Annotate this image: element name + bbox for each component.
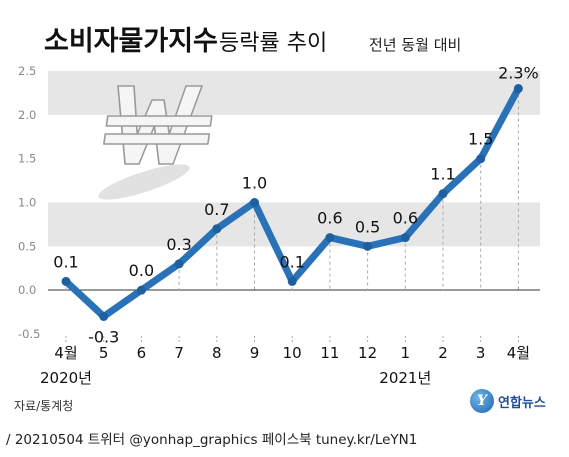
data-point: [400, 233, 410, 243]
value-label: 0.6: [317, 209, 342, 228]
y-tick-label: 1.0: [18, 196, 36, 210]
value-label: 0.3: [166, 235, 191, 254]
x-tick-label: 7: [174, 344, 184, 362]
value-label: 1.5: [468, 130, 493, 149]
x-tick-label: 11: [320, 344, 339, 362]
value-label: 0.6: [393, 209, 418, 228]
value-label: 2.3%: [498, 64, 539, 83]
data-point: [61, 276, 71, 286]
y-tick-label: 0.5: [18, 239, 36, 253]
chart-title: 소비자물가지수: [44, 26, 218, 57]
value-label: -0.3: [88, 327, 119, 346]
value-label: 0.0: [129, 261, 154, 280]
chart-subtitle: 전년 동월 대비: [369, 36, 461, 54]
data-point: [287, 276, 297, 286]
x-tick-label: 1: [401, 344, 411, 362]
y-tick-label: 2.0: [18, 108, 36, 122]
yonhap-logo-icon: Y: [470, 389, 494, 413]
value-label: 0.1: [279, 252, 304, 271]
data-point: [174, 259, 184, 269]
data-point: [476, 154, 486, 164]
data-point: [325, 233, 335, 243]
x-tick-label: 9: [250, 344, 260, 362]
value-label: 1.1: [430, 165, 455, 184]
value-label: 1.0: [242, 174, 267, 193]
data-point: [136, 285, 146, 295]
year-label: 2021년: [379, 369, 431, 387]
data-point: [250, 198, 259, 207]
y-tick-label: -0.5: [18, 327, 40, 341]
x-tick-label: 3: [476, 344, 486, 362]
value-label: 0.1: [53, 252, 78, 271]
data-point: [99, 311, 109, 321]
source-text: 자료/통계청: [14, 399, 74, 413]
data-point: [212, 224, 222, 234]
value-label: 0.5: [355, 217, 380, 236]
data-point: [363, 241, 373, 251]
chart-title-suffix: 등락률 추이: [219, 31, 327, 56]
won-symbol-icon: [98, 85, 213, 200]
year-label: 2020년: [40, 369, 92, 387]
x-tick-label: 4월: [507, 344, 530, 362]
y-tick-label: 0.0: [18, 283, 36, 297]
yonhap-logo: Y 연합뉴스: [470, 389, 546, 413]
x-tick-label: 8: [212, 344, 222, 362]
data-point: [438, 189, 448, 199]
data-point: [513, 84, 523, 94]
yonhap-logo-text: 연합뉴스: [498, 395, 546, 411]
y-tick-label: 1.5: [18, 152, 36, 166]
x-tick-label: 10: [283, 344, 302, 362]
x-tick-label: 12: [358, 344, 377, 362]
x-tick-label: 4월: [54, 344, 77, 362]
x-tick-label: 5: [99, 344, 109, 362]
x-tick-label: 2: [438, 344, 448, 362]
value-label: 0.7: [204, 200, 229, 219]
grid-band: [48, 202, 540, 247]
footer-text: / 20210504 트위터 @yonhap_graphics 페이스북 tun…: [6, 432, 418, 448]
x-tick-label: 6: [137, 344, 147, 362]
y-tick-label: 2.5: [18, 64, 36, 78]
